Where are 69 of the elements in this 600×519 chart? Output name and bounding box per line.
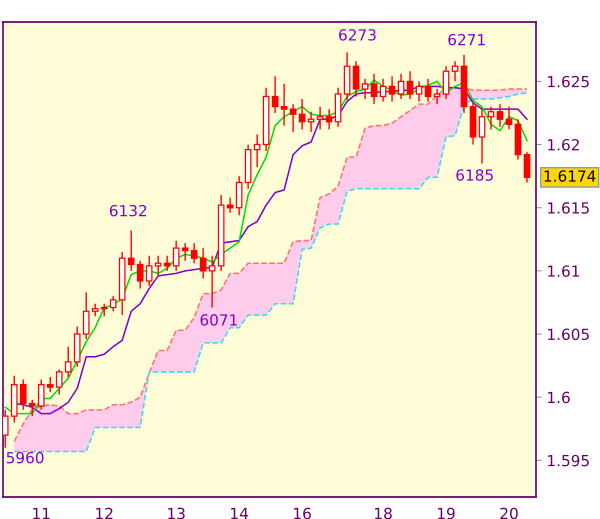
candlestick <box>406 70 414 100</box>
candlestick <box>434 88 440 105</box>
annotation: 6132 <box>110 204 146 216</box>
candlestick <box>398 73 404 100</box>
candlestick <box>442 66 450 100</box>
candlestick <box>524 151 530 184</box>
candlestick <box>182 242 188 262</box>
candlestick <box>388 76 396 102</box>
candlestick <box>298 98 306 130</box>
candlestick <box>56 368 63 396</box>
candlestick <box>190 242 198 264</box>
candlestick <box>92 303 99 318</box>
x-tick-label: 16 <box>294 508 311 519</box>
text: 1.6174 <box>544 170 596 182</box>
candlestick <box>496 103 504 128</box>
x-tick-label: 18 <box>375 508 392 519</box>
candlestick <box>136 260 144 290</box>
annotation: 6185 <box>456 169 493 181</box>
candlestick <box>154 255 162 277</box>
candlestick <box>28 399 36 417</box>
x-tick-label: 19 <box>438 508 455 519</box>
candlestick <box>146 255 153 287</box>
x-tick-label: 20 <box>500 508 518 519</box>
candlestick <box>46 376 54 393</box>
candlestick <box>488 106 494 130</box>
candlestick <box>110 295 117 312</box>
candlestick <box>38 378 45 411</box>
y-tick-label: 1.595 <box>548 454 589 466</box>
candlestick <box>316 106 324 130</box>
candlestick <box>478 108 486 164</box>
candlestick <box>416 80 422 102</box>
x-tick-label: 13 <box>168 508 185 519</box>
candlestick <box>254 134 260 168</box>
y-tick-label: 1.615 <box>548 202 589 214</box>
candlestick <box>20 378 27 411</box>
candlestick <box>272 76 278 114</box>
y-tick-label: 1.61 <box>548 265 580 277</box>
candlestick <box>226 196 234 214</box>
candlestick <box>308 111 314 133</box>
y-tick-label: 1.62 <box>548 139 579 151</box>
y-tick-label: 1.605 <box>548 328 589 340</box>
candlestick <box>424 78 432 102</box>
candlestick <box>452 60 458 82</box>
candlestick <box>200 247 206 280</box>
candlestick <box>82 292 90 340</box>
candlestick <box>380 78 386 102</box>
candlestick <box>362 78 368 100</box>
annotation: 6273 <box>339 29 376 41</box>
candlestick <box>326 108 332 130</box>
candlestick <box>172 240 180 272</box>
annotation: 6271 <box>448 34 485 46</box>
y-tick-label: 1.625 <box>548 76 589 88</box>
annotation: 6071 <box>200 314 237 326</box>
candlestick <box>352 60 360 98</box>
candlestick <box>280 83 288 126</box>
candlestick <box>208 255 216 308</box>
candlestick <box>100 303 108 318</box>
x-tick-label: 14 <box>231 508 248 519</box>
x-tick-label: 11 <box>33 508 50 519</box>
y-tick-label: 1.6 <box>548 392 570 404</box>
candlestick <box>290 103 296 133</box>
candlestick <box>128 230 135 272</box>
x-tick-label: 12 <box>96 508 112 519</box>
candlestick <box>370 73 378 105</box>
candlestick <box>64 346 72 378</box>
candlestick <box>506 106 512 130</box>
candlestick <box>164 255 170 272</box>
candlestick <box>3 409 9 448</box>
annotation: 5960 <box>6 452 44 464</box>
